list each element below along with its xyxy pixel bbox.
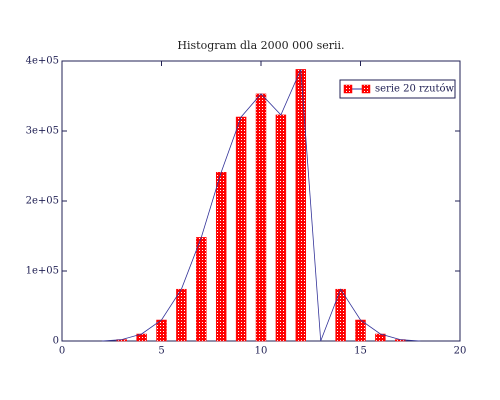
y-tick-label: 0 xyxy=(53,336,59,347)
legend-swatch xyxy=(361,84,371,94)
x-tick-label: 15 xyxy=(354,346,367,357)
x-tick-label: 20 xyxy=(454,346,467,357)
bar xyxy=(156,319,167,342)
y-tick-label: 3e+05 xyxy=(26,126,59,137)
bar xyxy=(176,288,187,342)
x-tick-label: 0 xyxy=(59,346,65,357)
bar xyxy=(255,93,267,342)
y-tick-label: 4e+05 xyxy=(26,56,59,67)
legend-swatch xyxy=(343,84,353,94)
bar xyxy=(215,172,227,342)
bar xyxy=(196,237,207,342)
chart-title: Histogram dla 2000 000 serii. xyxy=(177,39,344,52)
x-tick-label: 10 xyxy=(255,346,268,357)
bar xyxy=(235,116,247,342)
y-tick-label: 2e+05 xyxy=(26,196,59,207)
legend-label: serie 20 rzutów xyxy=(375,84,455,95)
bar xyxy=(335,288,346,342)
bar xyxy=(355,319,366,342)
bar xyxy=(275,114,287,342)
trend-line xyxy=(101,69,421,342)
legend-box xyxy=(339,79,456,99)
y-tick-label: 1e+05 xyxy=(26,266,59,277)
x-tick-label: 5 xyxy=(158,346,164,357)
bar xyxy=(295,69,307,342)
